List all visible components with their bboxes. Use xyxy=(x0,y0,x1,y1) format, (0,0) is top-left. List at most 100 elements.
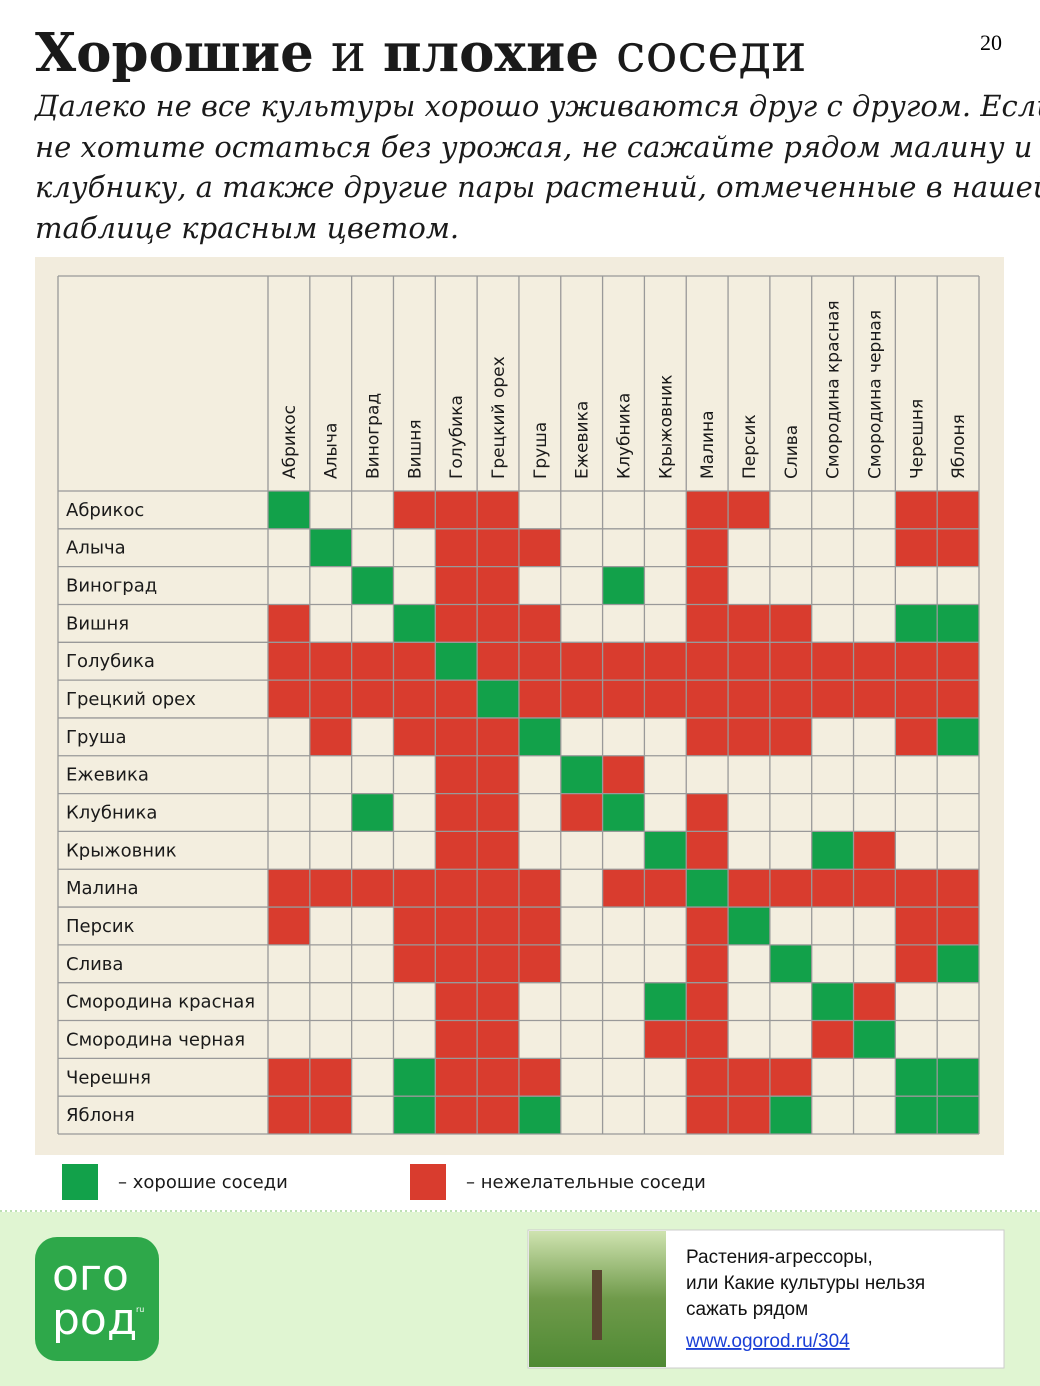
cell xyxy=(477,717,519,756)
cell xyxy=(937,944,979,983)
cell xyxy=(937,491,979,529)
cell xyxy=(477,604,519,643)
column-label: Смородина красная xyxy=(824,300,844,479)
column-label: Клубника xyxy=(615,393,635,479)
cell xyxy=(728,1058,770,1097)
column-label: Слива xyxy=(782,425,802,479)
title-word: Хорошие xyxy=(35,22,314,84)
cell xyxy=(937,1058,979,1097)
cell xyxy=(435,793,478,832)
column-label: Голубика xyxy=(447,395,467,479)
cell xyxy=(686,604,729,643)
column-label: Вишня xyxy=(405,419,425,479)
ad-link[interactable]: www.ogorod.ru/304 xyxy=(685,1331,850,1352)
cell xyxy=(268,491,310,529)
row-label: Смородина черная xyxy=(66,1029,245,1050)
cell xyxy=(393,1058,436,1097)
cell xyxy=(435,1020,478,1059)
cell xyxy=(393,1096,436,1134)
row-label: Алыча xyxy=(66,538,126,559)
cell xyxy=(686,1058,729,1097)
cell xyxy=(477,680,519,718)
title-word: плохие xyxy=(382,22,600,84)
row-label: Голубика xyxy=(66,651,155,672)
cell xyxy=(268,604,310,643)
row-label: Слива xyxy=(66,954,123,975)
cell xyxy=(393,869,436,908)
column-label: Ежевика xyxy=(573,401,593,479)
cell xyxy=(686,1096,729,1134)
ad-text: сажать рядом xyxy=(686,1299,808,1320)
row-label: Ежевика xyxy=(66,765,149,786)
cell xyxy=(351,680,394,718)
cell xyxy=(937,1096,979,1134)
cell xyxy=(518,944,561,983)
column-label: Виноград xyxy=(364,393,384,479)
column-label: Груша xyxy=(531,422,551,479)
cell xyxy=(477,944,519,983)
cell xyxy=(937,642,979,681)
cell xyxy=(895,642,938,681)
column-label: Абрикос xyxy=(280,405,300,479)
cell xyxy=(309,528,352,567)
cell xyxy=(268,1096,310,1134)
cell xyxy=(393,642,436,681)
cell xyxy=(895,944,938,983)
cell xyxy=(686,831,729,870)
cell xyxy=(644,831,687,870)
cell xyxy=(644,869,687,908)
cell xyxy=(686,1020,729,1059)
cell xyxy=(602,755,645,794)
cell xyxy=(686,982,729,1021)
column-label: Яблоня xyxy=(949,414,969,479)
cell xyxy=(811,680,854,718)
cell xyxy=(518,528,561,567)
cell xyxy=(602,869,645,908)
cell xyxy=(435,528,478,567)
cell xyxy=(309,869,352,908)
cell xyxy=(769,869,812,908)
cell xyxy=(477,491,519,529)
cell xyxy=(435,907,478,945)
legend-swatch xyxy=(410,1164,446,1200)
cell xyxy=(686,907,729,945)
cell xyxy=(728,907,770,945)
cell xyxy=(728,604,770,643)
column-label: Грецкий орех xyxy=(489,356,509,479)
row-label: Абрикос xyxy=(66,500,144,521)
intro-line: не хотите остаться без урожая, не сажайт… xyxy=(35,129,1033,164)
cell xyxy=(895,869,938,908)
cell xyxy=(309,717,352,756)
column-label: Смородина черная xyxy=(865,310,885,479)
cell xyxy=(937,604,979,643)
cell xyxy=(477,982,519,1021)
cell xyxy=(853,982,896,1021)
cell xyxy=(560,755,603,794)
row-label: Персик xyxy=(66,916,135,937)
cell xyxy=(477,1096,519,1134)
cell xyxy=(477,528,519,567)
intro-line: Далеко не все культуры хорошо уживаются … xyxy=(35,89,1040,123)
cell xyxy=(560,642,603,681)
cell xyxy=(477,566,519,605)
cell xyxy=(895,680,938,718)
cell xyxy=(477,793,519,832)
cell xyxy=(435,1058,478,1097)
cell xyxy=(309,1096,352,1134)
cell xyxy=(895,528,938,567)
cell xyxy=(435,944,478,983)
cell xyxy=(393,680,436,718)
intro-line: таблице красным цветом. xyxy=(35,210,460,245)
cell xyxy=(811,869,854,908)
cell xyxy=(560,680,603,718)
cell xyxy=(644,1020,687,1059)
cell xyxy=(435,755,478,794)
cell xyxy=(268,1058,310,1097)
row-label: Крыжовник xyxy=(66,840,177,861)
cell xyxy=(518,717,561,756)
cell xyxy=(853,1020,896,1059)
cell xyxy=(769,1058,812,1097)
cell xyxy=(686,944,729,983)
cell xyxy=(560,793,603,832)
